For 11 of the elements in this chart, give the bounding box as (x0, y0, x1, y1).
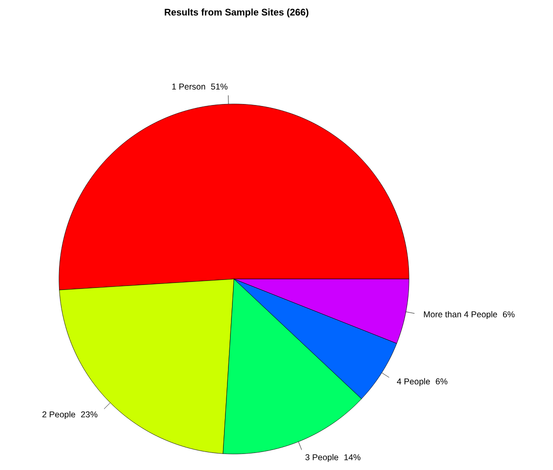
data-label: 6% (503, 311, 515, 318)
data-label: 6% (436, 378, 448, 384)
slice-label: 3 People (305, 454, 338, 462)
data-label: 23% (81, 411, 98, 418)
chart-title: Results from Sample Sites (266) (164, 8, 308, 18)
slice-label: 4 People (396, 378, 430, 386)
slice-label: 1 Person (172, 84, 206, 90)
slice-label: 2 People (42, 411, 76, 420)
slice-label: More than 4 People (424, 311, 498, 320)
data-label: 14% (344, 454, 360, 460)
data-label: 51% (211, 84, 228, 90)
